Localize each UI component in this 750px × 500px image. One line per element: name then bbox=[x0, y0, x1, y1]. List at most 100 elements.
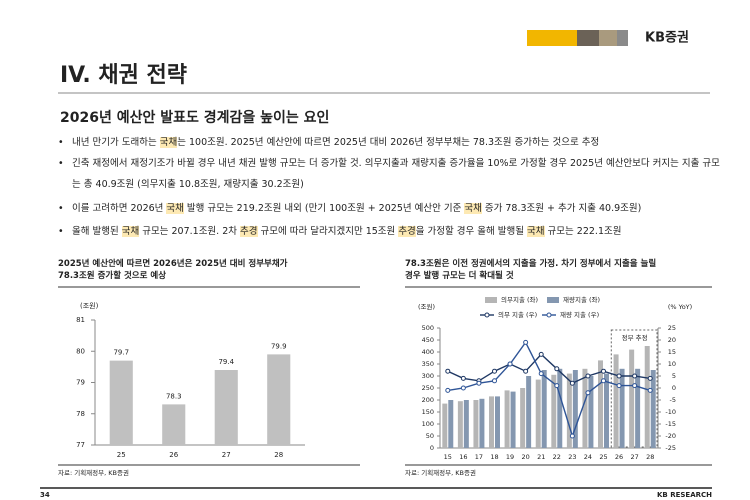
value-label: 79.9 bbox=[271, 342, 287, 350]
bar bbox=[162, 404, 186, 445]
line-marker bbox=[554, 383, 560, 389]
line-marker bbox=[601, 378, 606, 384]
line-marker bbox=[616, 373, 622, 379]
y2-tick-label: 15 bbox=[668, 348, 676, 356]
x-tick-label: 24 bbox=[584, 453, 592, 461]
bar bbox=[541, 370, 547, 448]
bar bbox=[463, 400, 469, 448]
legend-label: 재량지출 (좌) bbox=[563, 295, 600, 304]
page-number: 34 bbox=[40, 491, 50, 499]
bullet-text: 규모는 207.1조원. 2차 bbox=[139, 226, 241, 237]
x-tick-label: 25 bbox=[599, 453, 607, 461]
source: 자료: 기획재정부, KB증권 bbox=[405, 468, 476, 477]
bullet-text: 추경 bbox=[398, 226, 416, 237]
legend-label: 의무지출 (좌) bbox=[501, 295, 538, 304]
header-bar bbox=[577, 30, 599, 46]
y-tick-label: 50 bbox=[426, 432, 434, 440]
bar bbox=[457, 401, 463, 448]
bullet-text: 국채 bbox=[166, 203, 184, 214]
bar bbox=[604, 373, 609, 448]
line-marker bbox=[647, 375, 653, 381]
logo: KB증권 bbox=[645, 31, 689, 46]
bar bbox=[109, 360, 133, 445]
x-tick-label: 15 bbox=[444, 453, 452, 461]
bar bbox=[479, 398, 485, 448]
y-tick-label: 80 bbox=[76, 347, 85, 355]
legend-marker bbox=[484, 312, 490, 318]
x-tick-label: 28 bbox=[274, 451, 283, 459]
line-marker bbox=[601, 368, 606, 374]
bullet-text: 국채 bbox=[464, 203, 482, 214]
bar bbox=[504, 390, 510, 448]
chart-title: 78.3조원은 이전 정권에서의 지출을 가정. 차기 정부에서 지출을 늘릴 경… bbox=[405, 258, 656, 281]
y2-tick-label: 0 bbox=[672, 384, 676, 392]
source: 자료: 기획재정부, KB증권 bbox=[58, 468, 129, 477]
line-marker bbox=[523, 339, 529, 345]
y-tick-label: 300 bbox=[422, 372, 434, 380]
line bbox=[447, 353, 651, 385]
y-tick-label: 150 bbox=[422, 408, 434, 416]
legend-swatch bbox=[547, 297, 559, 303]
y-tick-label: 350 bbox=[422, 360, 434, 368]
line-marker bbox=[569, 380, 575, 386]
line-marker bbox=[554, 366, 560, 372]
y2-tick-label: -5 bbox=[670, 396, 676, 404]
value-label: 78.3 bbox=[166, 392, 182, 400]
bullet-text: 이를 고려하면 2026년 bbox=[72, 203, 167, 214]
bar bbox=[551, 374, 557, 448]
x-tick-label: 21 bbox=[537, 453, 545, 461]
line-marker bbox=[445, 368, 451, 374]
value-label: 79.4 bbox=[218, 358, 234, 366]
line-marker bbox=[492, 378, 497, 384]
y-axis-label: (조원) bbox=[80, 301, 99, 310]
subtitle: 2026년 예산안 발표도 경계감을 높이는 요인 bbox=[60, 109, 329, 126]
bullet-text: 발행 규모는 219.2조원 내외 (만기 100조원 + 2025년 예산안 … bbox=[183, 203, 465, 214]
y-tick-label: 78 bbox=[76, 410, 85, 418]
x-tick-label: 26 bbox=[169, 451, 178, 459]
page-title: IV. 채권 전략 bbox=[60, 63, 187, 88]
line-marker bbox=[616, 383, 622, 389]
x-tick-label: 17 bbox=[475, 453, 483, 461]
annotation: 정부 추정 bbox=[622, 333, 648, 342]
y-axis-label: (조원) bbox=[418, 302, 435, 311]
bullet: 내년 만기가 도래하는 국채는 100조원. 2025년 예산안에 따르면 20… bbox=[58, 132, 722, 153]
y-tick-label: 0 bbox=[430, 444, 434, 452]
chart-title: 2025년 예산안에 따르면 2026년은 2025년 대비 정부부채가 78.3… bbox=[58, 258, 288, 281]
bar bbox=[572, 370, 578, 448]
bar bbox=[582, 368, 588, 448]
line-marker bbox=[476, 380, 482, 386]
line-marker bbox=[632, 373, 638, 379]
bar bbox=[629, 349, 635, 448]
bar bbox=[526, 376, 532, 448]
bullet-text: 올해 발행된 bbox=[72, 226, 122, 237]
bar bbox=[635, 368, 641, 448]
bar bbox=[535, 379, 541, 448]
x-tick-label: 23 bbox=[568, 453, 576, 461]
y2-tick-label: -10 bbox=[665, 408, 676, 416]
line-marker bbox=[492, 368, 497, 374]
y-tick-label: 500 bbox=[422, 324, 434, 332]
x-tick-label: 18 bbox=[490, 453, 498, 461]
bar bbox=[267, 354, 291, 445]
x-tick-label: 28 bbox=[646, 453, 654, 461]
y-tick-label: 100 bbox=[422, 420, 434, 428]
bar bbox=[557, 368, 563, 448]
line-marker bbox=[632, 383, 638, 389]
x-tick-label: 19 bbox=[506, 453, 514, 461]
bullet: 긴축 재정에서 재정기조가 바뀔 경우 내년 채권 발행 규모는 더 증가할 것… bbox=[58, 153, 722, 195]
line-marker bbox=[538, 371, 544, 377]
bullet-text: 국채 bbox=[159, 137, 178, 148]
line-marker bbox=[569, 433, 575, 439]
bar bbox=[473, 400, 479, 448]
legend-swatch bbox=[485, 297, 497, 303]
line-marker bbox=[523, 368, 529, 374]
bar bbox=[495, 396, 500, 448]
legend-marker bbox=[546, 312, 552, 318]
y2-tick-label: 25 bbox=[668, 324, 676, 332]
y-tick-label: 400 bbox=[422, 348, 434, 356]
legend-label: 재량 지출 (우) bbox=[560, 310, 599, 319]
line-marker bbox=[585, 373, 591, 379]
y2-tick-label: 5 bbox=[672, 372, 676, 380]
bullet-text: 내년 만기가 도래하는 bbox=[72, 137, 160, 148]
